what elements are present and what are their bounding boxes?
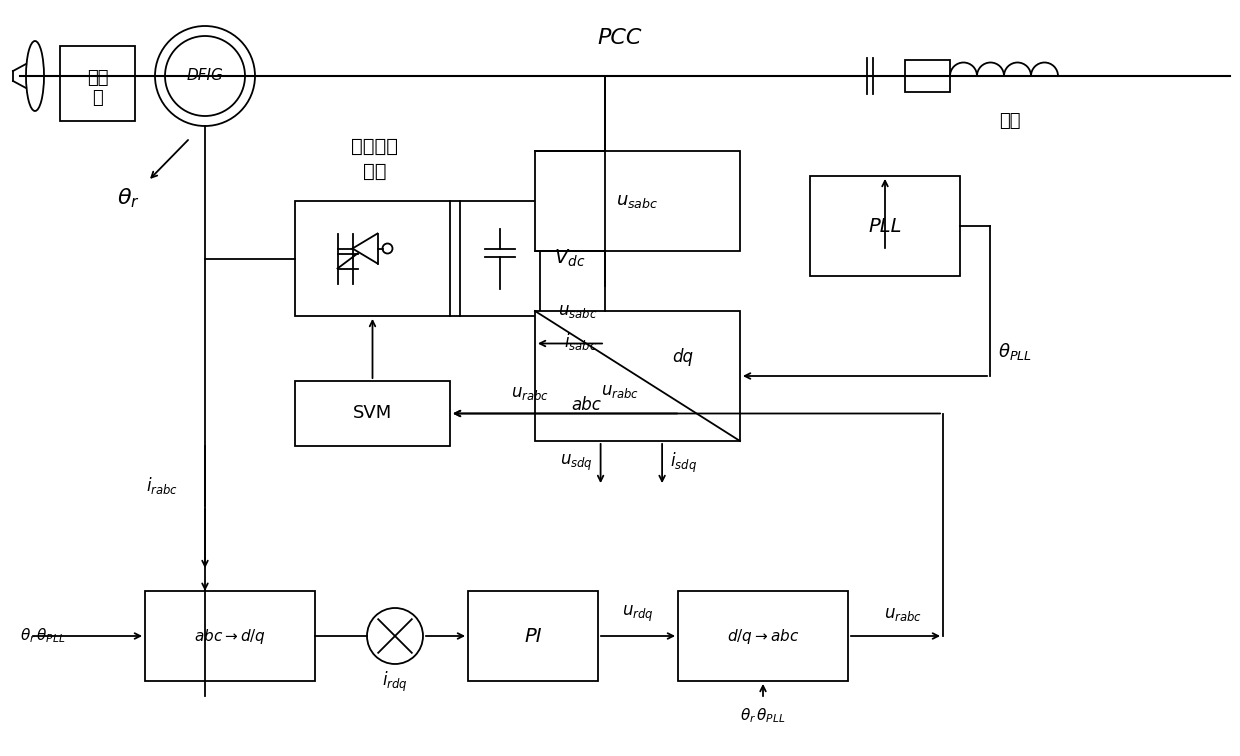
Ellipse shape	[26, 41, 43, 111]
Bar	[467, 591, 598, 681]
Text: $\theta_r\,\theta_{PLL}$: $\theta_r\,\theta_{PLL}$	[740, 707, 786, 725]
Text: 转子侧变: 转子侧变	[351, 137, 398, 156]
Bar	[145, 591, 315, 681]
Bar	[905, 60, 950, 92]
Text: $u_{rabc}$: $u_{rabc}$	[601, 383, 639, 401]
Text: $i_{sdq}$: $i_{sdq}$	[670, 451, 697, 475]
Text: abc: abc	[572, 395, 601, 414]
Text: $V_{dc}$: $V_{dc}$	[554, 248, 585, 269]
Text: $i_{sabc}$: $i_{sabc}$	[563, 330, 596, 352]
Text: $i_{rabc}$: $i_{rabc}$	[146, 476, 179, 497]
Text: $i_{rdq}$: $i_{rdq}$	[382, 670, 408, 694]
Text: $abc \rightarrow d/q$: $abc \rightarrow d/q$	[193, 627, 267, 646]
Text: PCC: PCC	[598, 28, 642, 48]
Text: 箱: 箱	[92, 89, 103, 107]
Text: DFIG: DFIG	[186, 69, 223, 83]
Text: $u_{sabc}$: $u_{sabc}$	[558, 302, 596, 320]
Text: $u_{rdq}$: $u_{rdq}$	[622, 604, 653, 624]
Text: $u_{sdq}$: $u_{sdq}$	[559, 453, 593, 473]
Bar	[295, 201, 450, 316]
Text: 换器: 换器	[363, 162, 387, 181]
Bar	[534, 311, 740, 441]
Bar	[534, 151, 740, 251]
Text: PLL: PLL	[868, 216, 901, 236]
Bar	[678, 591, 848, 681]
Text: 变速: 变速	[87, 70, 108, 88]
Text: SVM: SVM	[353, 404, 392, 423]
Text: $u_{rabc}$: $u_{rabc}$	[511, 385, 549, 402]
Bar	[295, 381, 450, 446]
Text: $u_{rabc}$: $u_{rabc}$	[884, 605, 923, 623]
Text: $\theta_{PLL}$: $\theta_{PLL}$	[998, 340, 1032, 361]
Bar	[460, 201, 539, 316]
Text: dq: dq	[672, 348, 693, 365]
Text: $\theta_r$: $\theta_r$	[117, 186, 139, 210]
Text: $\theta_r\,\theta_{PLL}$: $\theta_r\,\theta_{PLL}$	[20, 627, 66, 646]
Text: $u_{sabc}$: $u_{sabc}$	[616, 192, 658, 210]
Text: $d/q \rightarrow abc$: $d/q \rightarrow abc$	[727, 627, 800, 646]
Text: PI: PI	[525, 627, 542, 646]
Bar	[810, 176, 960, 276]
Bar	[60, 46, 135, 121]
Text: 电网: 电网	[999, 112, 1021, 130]
